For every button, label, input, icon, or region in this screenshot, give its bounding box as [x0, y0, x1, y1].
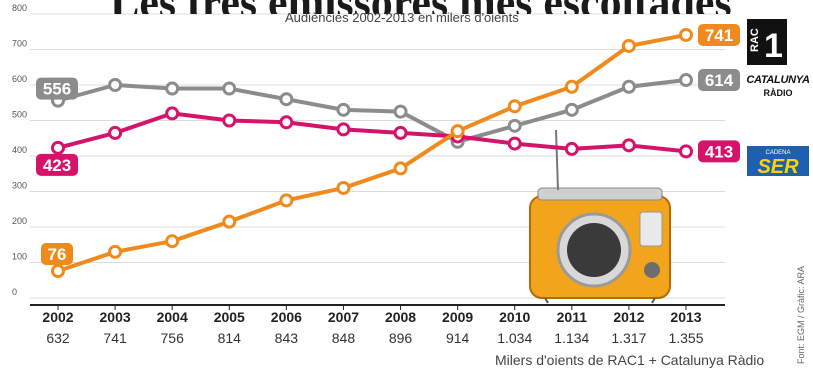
bottom-row-value: 756	[161, 330, 185, 346]
data-point	[679, 27, 693, 42]
bottom-row-value: 896	[389, 330, 413, 346]
series-line	[57, 32, 687, 273]
data-point	[108, 125, 123, 140]
series-line	[57, 111, 687, 154]
bottom-row-value: 843	[275, 330, 299, 346]
bottom-row-value: 1.317	[611, 330, 646, 346]
data-point	[108, 244, 123, 259]
series-start-label: 556	[43, 80, 71, 99]
y-tick-label: 100	[12, 252, 27, 262]
series-start-label-box	[41, 243, 73, 266]
data-point	[621, 79, 636, 94]
data-point	[279, 193, 294, 208]
data-point	[336, 102, 351, 117]
data-point	[222, 214, 237, 229]
x-tick-label: 2009	[442, 309, 473, 325]
data-point	[222, 81, 237, 96]
data-point	[564, 102, 579, 117]
x-tick-label: 2007	[328, 309, 359, 325]
y-tick-label: 600	[12, 74, 27, 84]
data-point	[51, 264, 65, 279]
series-line	[57, 78, 687, 144]
y-tick-label: 400	[12, 145, 27, 155]
data-point	[336, 122, 351, 137]
series-end-label-box	[698, 69, 740, 92]
y-tick-label: 200	[12, 216, 27, 226]
series-end-label: 413	[705, 142, 733, 161]
x-tick-label: 2008	[385, 309, 416, 325]
catalunya-logo-line1: CATALUNYA	[746, 74, 810, 86]
data-point	[165, 234, 180, 249]
bottom-row-value: 848	[332, 330, 356, 346]
data-point	[222, 113, 237, 128]
headline: Les tres emissores més escoltades	[110, 0, 750, 14]
bottom-row-value: 1.134	[554, 330, 589, 346]
radio-illustration	[529, 129, 671, 304]
data-point	[165, 106, 180, 121]
data-point	[51, 140, 65, 155]
catalunya-logo-line2: RÀDIO	[763, 88, 793, 98]
series-start-label: 76	[48, 245, 67, 264]
data-point	[679, 73, 693, 88]
data-point	[165, 81, 180, 96]
series-start-label-box	[36, 77, 78, 100]
x-tick-label: 2012	[613, 309, 644, 325]
x-tick-label: 2005	[214, 309, 245, 325]
bottom-row-value: 814	[218, 330, 242, 346]
series-start-label-box	[36, 153, 78, 176]
x-tick-label: 2002	[42, 309, 73, 325]
data-point	[279, 115, 294, 130]
series-end-label-box	[698, 140, 740, 163]
bottom-row-label: Milers d'oients de RAC1 + Catalunya Ràdi…	[495, 352, 765, 368]
rac1-logo: RAC 1	[747, 19, 787, 65]
data-point	[621, 138, 636, 153]
svg-text:RAC: RAC	[749, 28, 761, 52]
data-point	[621, 38, 636, 53]
svg-text:1: 1	[764, 27, 783, 65]
y-tick-label: 0	[12, 287, 17, 297]
data-point	[507, 99, 522, 114]
data-point	[564, 79, 579, 94]
catalunya-radio-logo: CATALUNYA RÀDIO	[745, 74, 811, 110]
x-tick-label: 2006	[271, 309, 302, 325]
data-point	[279, 92, 294, 107]
data-point	[564, 141, 579, 156]
data-point	[393, 104, 408, 119]
data-point	[450, 124, 465, 139]
data-point	[507, 136, 522, 151]
svg-text:SER: SER	[757, 156, 799, 176]
y-tick-label: 500	[12, 110, 27, 120]
cadena-ser-logo: CADENA SER	[747, 146, 809, 176]
data-point	[507, 118, 522, 133]
data-point	[679, 144, 693, 159]
source-credit: Font: EGM / Gràfic: ARA	[796, 265, 806, 364]
bottom-row-value: 1.034	[497, 330, 532, 346]
y-tick-label: 800	[12, 3, 27, 13]
x-tick-label: 2003	[100, 309, 131, 325]
series-end-label: 614	[705, 71, 734, 90]
series-end-label-box	[698, 23, 740, 46]
data-point	[393, 125, 408, 140]
y-tick-label: 300	[12, 181, 27, 191]
y-tick-label: 700	[12, 39, 27, 49]
data-point	[108, 78, 123, 92]
bottom-row-value: 741	[103, 330, 127, 346]
x-tick-label: 2011	[557, 309, 588, 325]
bottom-row-value: 632	[46, 330, 70, 346]
bottom-row-value: 1.355	[668, 330, 703, 346]
series-start-label: 423	[43, 156, 71, 175]
data-point	[393, 161, 408, 176]
x-tick-label: 2013	[670, 309, 701, 325]
series-end-label: 741	[705, 26, 733, 45]
chart-subtitle: Audiències 2002-2013 en milers d'oients	[285, 10, 519, 25]
svg-text:CADENA: CADENA	[765, 150, 790, 156]
data-point	[336, 180, 351, 195]
x-tick-label: 2004	[157, 309, 188, 325]
x-tick-label: 2010	[499, 309, 530, 325]
bottom-row-value: 914	[446, 330, 470, 346]
